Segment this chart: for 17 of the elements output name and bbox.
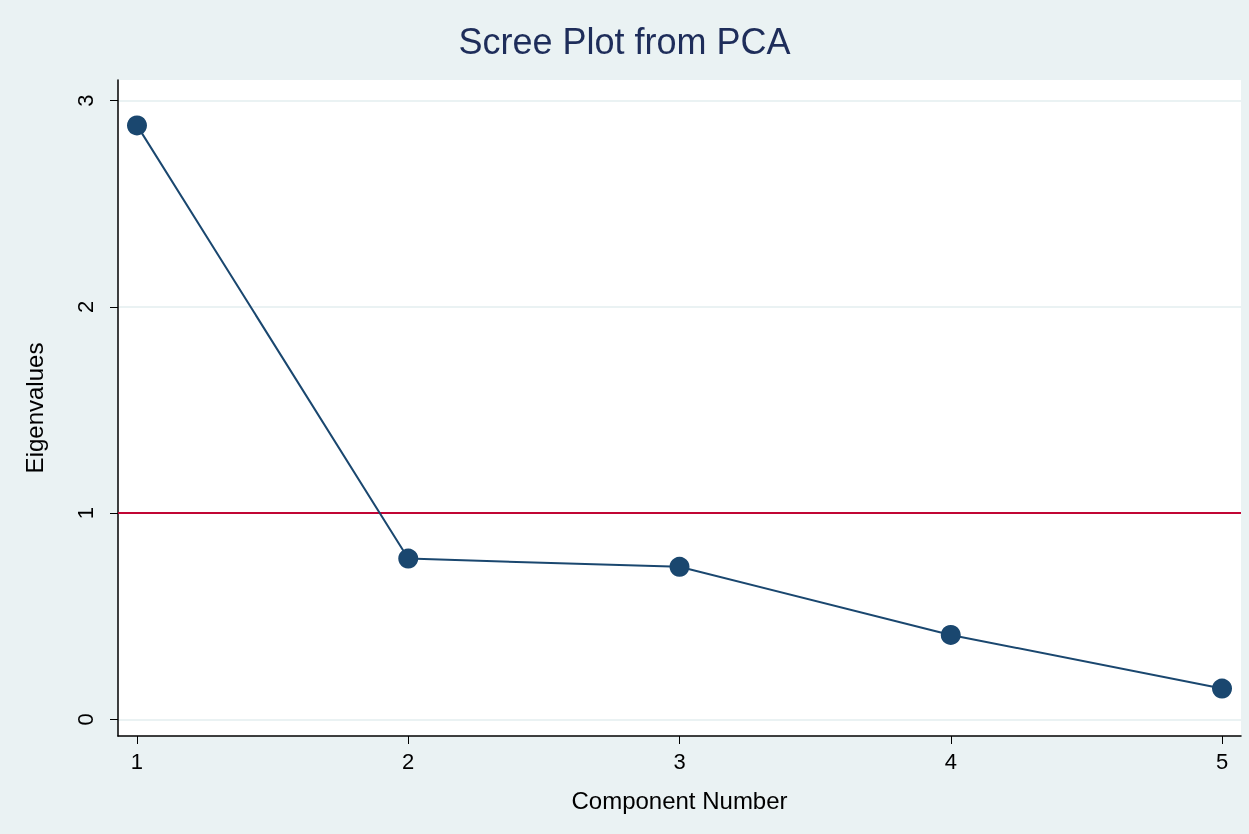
point bbox=[669, 556, 690, 577]
y-tick-label: 2 bbox=[72, 300, 98, 314]
x-axis-title: Component Number bbox=[571, 786, 788, 814]
y-tick-label: 1 bbox=[72, 507, 98, 520]
x-tick-label: 2 bbox=[402, 748, 415, 774]
point bbox=[127, 115, 147, 136]
y-axis-title: Eigenvalues bbox=[20, 342, 48, 474]
x-tick-label: 5 bbox=[1215, 748, 1229, 774]
point bbox=[398, 548, 419, 569]
x-tick-label: 3 bbox=[673, 748, 686, 774]
point bbox=[940, 624, 961, 645]
y-tick-label: 3 bbox=[72, 94, 98, 107]
chart-title: Scree Plot from PCA bbox=[458, 20, 791, 62]
x-tick-label: 1 bbox=[130, 748, 144, 774]
y-tick-label: 0 bbox=[72, 713, 98, 726]
x-tick-label: 4 bbox=[944, 748, 957, 774]
point bbox=[1212, 678, 1233, 699]
